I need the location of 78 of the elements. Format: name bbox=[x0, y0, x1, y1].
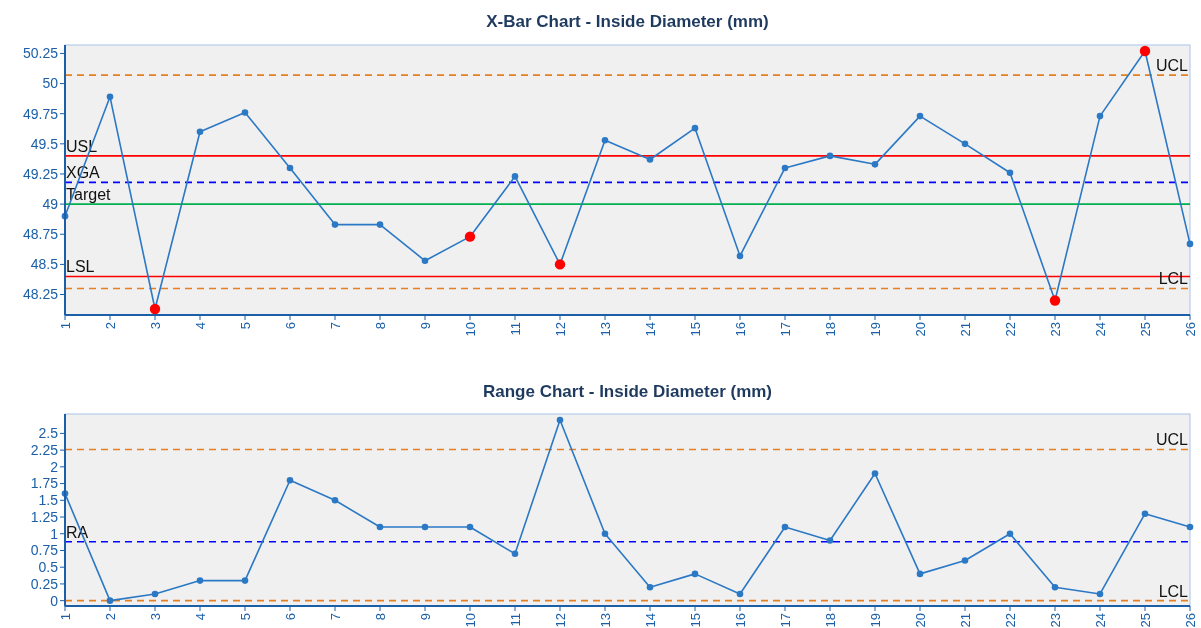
x-tick-label: 17 bbox=[778, 613, 793, 628]
x-tick-label: 3 bbox=[148, 322, 163, 330]
x-tick-label: 13 bbox=[598, 322, 613, 337]
x-tick-label: 23 bbox=[1048, 613, 1063, 628]
y-tick-label: 1.25 bbox=[30, 508, 59, 525]
y-tick-label: 2.25 bbox=[30, 442, 59, 459]
y-tick-label: 50.25 bbox=[22, 45, 59, 62]
x-tick-label: 26 bbox=[1183, 322, 1198, 337]
y-tick-label: 48.25 bbox=[22, 286, 59, 303]
y-tick-label: 0.5 bbox=[38, 559, 59, 576]
x-tick-label: 15 bbox=[688, 322, 703, 337]
x-tick-label: 12 bbox=[553, 613, 568, 628]
x-tick-label: 24 bbox=[1093, 613, 1108, 628]
y-tick-label: 48.5 bbox=[30, 256, 59, 273]
y-tick-label: 2 bbox=[50, 458, 59, 475]
x-tick-label: 22 bbox=[1003, 613, 1018, 628]
x-tick-label: 5 bbox=[238, 613, 253, 621]
x-tick-label: 25 bbox=[1138, 322, 1153, 337]
y-tick-label: 50 bbox=[42, 75, 59, 92]
y-tick-label: 2.5 bbox=[38, 425, 59, 442]
y-tick-label: 49.25 bbox=[22, 165, 59, 182]
x-tick-label: 17 bbox=[778, 322, 793, 337]
y-tick-label: 0.25 bbox=[30, 575, 59, 592]
x-tick-label: 4 bbox=[193, 613, 208, 621]
x-tick-label: 3 bbox=[148, 613, 163, 621]
x-tick-label: 15 bbox=[688, 613, 703, 628]
y-tick-label: 1.5 bbox=[38, 492, 59, 509]
x-tick-label: 13 bbox=[598, 613, 613, 628]
x-tick-label: 18 bbox=[823, 613, 838, 628]
x-tick-label: 1 bbox=[58, 322, 73, 330]
x-tick-label: 14 bbox=[643, 613, 658, 628]
x-tick-label: 11 bbox=[508, 322, 523, 336]
ref-line-label: LCL bbox=[1158, 582, 1189, 600]
x-tick-label: 18 bbox=[823, 322, 838, 337]
x-tick-label: 20 bbox=[913, 613, 928, 628]
x-tick-label: 1 bbox=[58, 613, 73, 621]
x-tick-label: 12 bbox=[553, 322, 568, 337]
y-tick-label: 49.5 bbox=[30, 135, 59, 152]
y-tick-label: 49 bbox=[42, 196, 59, 213]
x-tick-label: 19 bbox=[868, 322, 883, 337]
ref-line-label: UCL bbox=[1155, 431, 1189, 449]
x-tick-label: 8 bbox=[373, 613, 388, 621]
x-tick-label: 8 bbox=[373, 322, 388, 330]
x-tick-label: 5 bbox=[238, 322, 253, 330]
x-tick-label: 20 bbox=[913, 322, 928, 337]
chart-title: X-Bar Chart - Inside Diameter (mm) bbox=[486, 12, 769, 31]
x-tick-label: 10 bbox=[463, 322, 478, 337]
x-tick-label: 11 bbox=[508, 613, 523, 627]
x-tick-label: 25 bbox=[1138, 613, 1153, 628]
y-tick-label: 1 bbox=[50, 525, 59, 542]
x-tick-label: 16 bbox=[733, 613, 748, 628]
x-tick-label: 9 bbox=[418, 613, 433, 621]
x-tick-label: 24 bbox=[1093, 322, 1108, 337]
x-tick-label: 21 bbox=[958, 613, 973, 628]
y-tick-label: 49.75 bbox=[22, 105, 59, 122]
y-tick-label: 0.75 bbox=[30, 542, 59, 559]
x-tick-label: 7 bbox=[328, 322, 343, 330]
x-tick-label: 23 bbox=[1048, 322, 1063, 337]
x-tick-label: 22 bbox=[1003, 322, 1018, 337]
x-tick-label: 9 bbox=[418, 322, 433, 330]
y-tick-label: 1.75 bbox=[30, 475, 59, 492]
x-tick-label: 26 bbox=[1183, 613, 1198, 628]
x-tick-label: 7 bbox=[328, 613, 343, 621]
x-tick-label: 6 bbox=[283, 322, 298, 330]
x-tick-label: 6 bbox=[283, 613, 298, 621]
x-tick-label: 16 bbox=[733, 322, 748, 337]
ref-line-label: LSL bbox=[66, 258, 95, 276]
chart-title: Range Chart - Inside Diameter (mm) bbox=[482, 382, 773, 401]
x-tick-label: 14 bbox=[643, 322, 658, 337]
x-tick-label: 2 bbox=[103, 322, 118, 330]
x-tick-label: 2 bbox=[103, 613, 118, 621]
y-tick-label: 48.75 bbox=[22, 226, 59, 243]
ref-line-label: UCL bbox=[1155, 57, 1189, 75]
x-tick-label: 21 bbox=[958, 322, 973, 337]
y-tick-label: 0 bbox=[50, 592, 59, 609]
x-tick-label: 4 bbox=[193, 322, 208, 330]
x-tick-label: 19 bbox=[868, 613, 883, 628]
x-tick-label: 10 bbox=[463, 613, 478, 628]
